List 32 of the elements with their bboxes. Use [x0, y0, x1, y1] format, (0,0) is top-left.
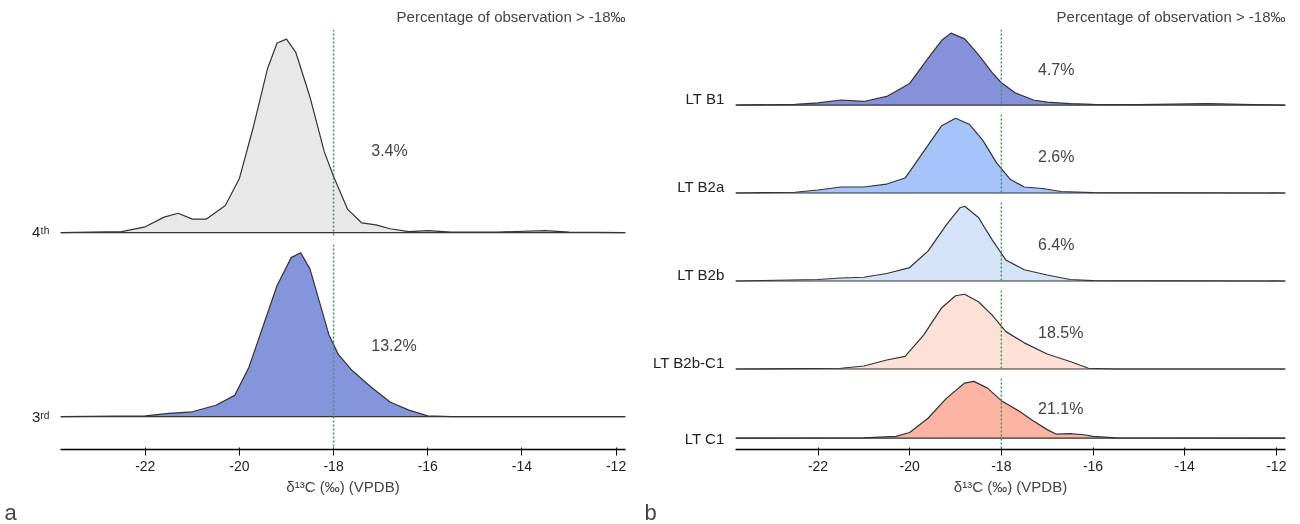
y-axis-title: 3ʳᵈ — [31, 408, 50, 426]
x-tick-label: -14 — [511, 457, 533, 474]
y-axis-title: LT B1 — [685, 90, 725, 108]
x-tick-label: -16 — [1082, 457, 1104, 474]
x-tick-label: -14 — [1174, 457, 1195, 474]
text: b — [644, 499, 657, 524]
y-axis-title: LT B2b — [677, 266, 725, 284]
x-axis-title: δ¹³C (‰) (VPDB) — [953, 477, 1068, 495]
annotation: 13.2% — [371, 337, 417, 355]
x-tick-label: -20 — [899, 457, 920, 474]
text: a — [4, 499, 18, 524]
chart-title: Percentage of observation > -18‰ — [1056, 7, 1286, 25]
x-tick-label: -12 — [1266, 457, 1287, 474]
annotation: 3.4% — [371, 142, 408, 160]
annotation: 4.7% — [1038, 60, 1075, 78]
annotation: 2.6% — [1038, 147, 1075, 165]
chart-title: Percentage of observation > -18‰ — [396, 7, 626, 25]
annotation: 6.4% — [1038, 235, 1075, 253]
y-axis-title: LT B2b-C1 — [653, 354, 725, 372]
x-tick-label: -22 — [135, 457, 156, 474]
y-axis-title: 4ᵗʰ — [32, 222, 50, 240]
x-tick-label: -18 — [991, 457, 1012, 474]
x-axis-title: δ¹³C (‰) (VPDB) — [286, 477, 400, 495]
annotation: 21.1% — [1038, 399, 1084, 417]
y-axis-title: LT B2a — [677, 178, 725, 196]
x-tick-label: -18 — [323, 457, 344, 474]
x-tick-label: -20 — [229, 457, 250, 474]
x-tick-label: -12 — [605, 457, 627, 474]
annotation: 18.5% — [1038, 323, 1084, 341]
x-tick-label: -16 — [417, 457, 439, 474]
x-tick-label: -22 — [807, 457, 829, 474]
y-axis-title: LT C1 — [684, 429, 725, 447]
